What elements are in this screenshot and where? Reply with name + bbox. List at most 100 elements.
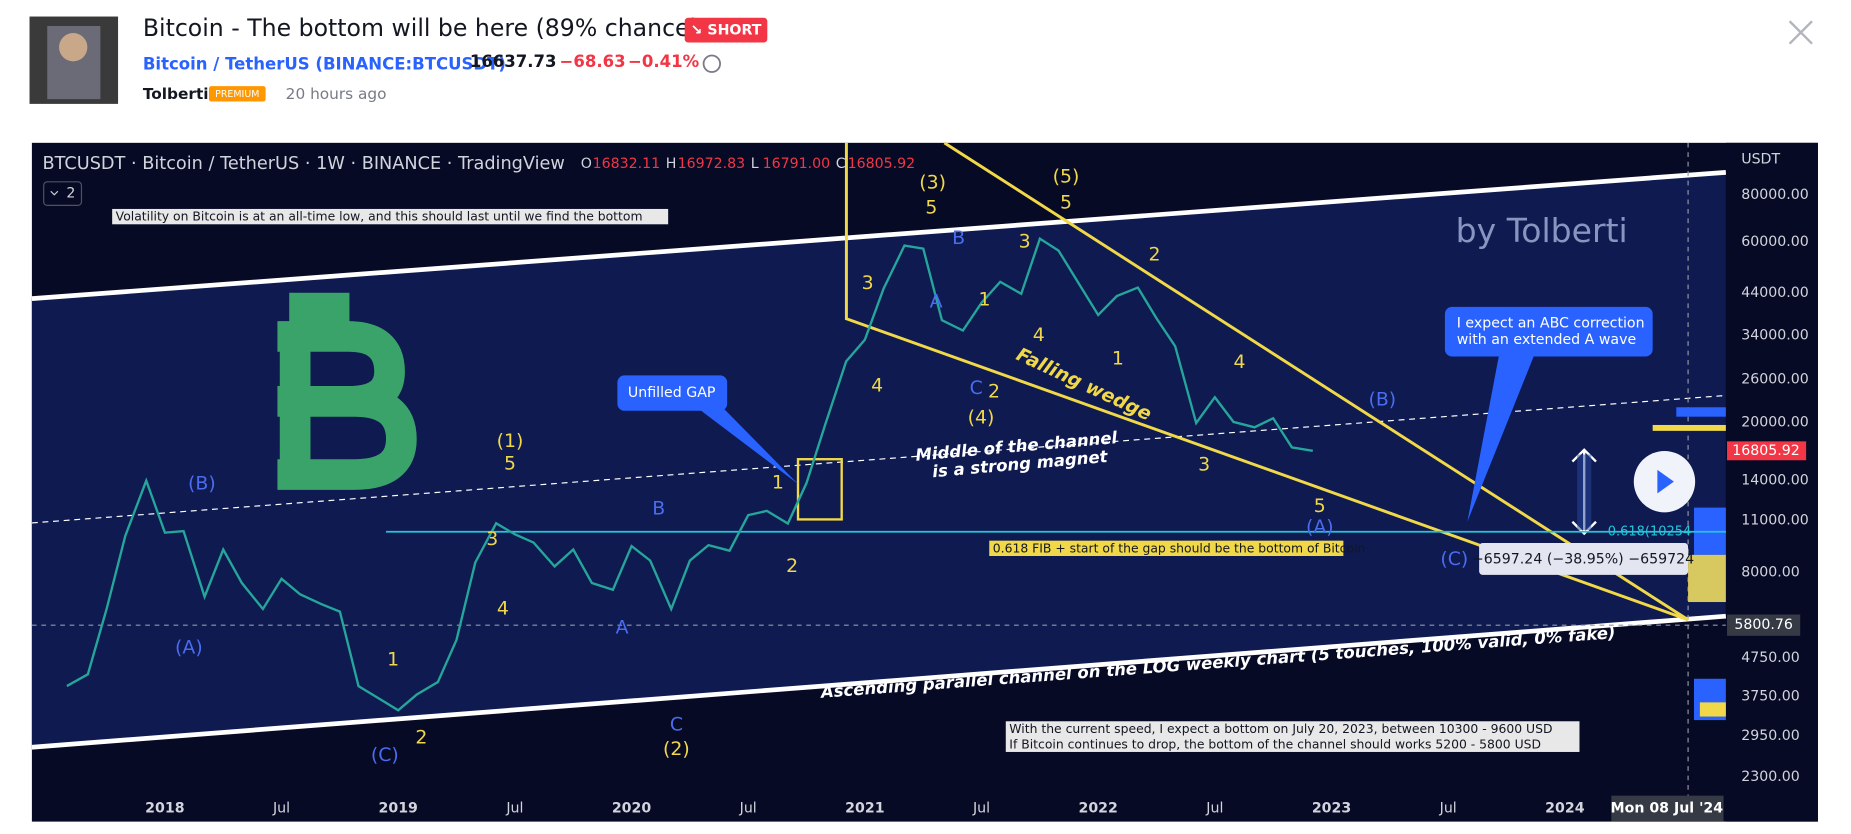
watermark: by Tolberti [1456, 211, 1628, 250]
layers-count: 2 [66, 186, 75, 202]
ohlc-value: 16972.83 [678, 156, 746, 172]
change-pct: −0.41% [628, 52, 700, 71]
volume-profile [1652, 407, 1726, 721]
last-price-bg [1727, 441, 1807, 461]
speed-box [1005, 721, 1580, 752]
vp-bar [1676, 407, 1726, 417]
channel-low-price: 5800.76 [1734, 617, 1793, 633]
wave-label: B [652, 497, 665, 519]
premium-badge: PREMIUM [215, 89, 259, 100]
ohlc-value: 16791.00 [763, 156, 831, 172]
wave-label: 2 [1149, 243, 1161, 265]
y-tick-label: 11000.00 [1741, 512, 1809, 528]
speed-note: With the current speed, I expect a botto… [1009, 721, 1552, 736]
x-tick-label: Jul [272, 801, 290, 817]
chart-title: BTCUSDT · Bitcoin / TetherUS · 1W · BINA… [43, 154, 565, 174]
play-icon [1657, 469, 1674, 494]
fib-box [989, 540, 1344, 556]
wave-label: 1 [387, 648, 399, 670]
x-tick-label: 2022 [1078, 801, 1117, 817]
premium-badge-bg [208, 86, 266, 102]
x-tick-label: 2018 [145, 801, 184, 817]
channel-fill [31, 172, 1726, 748]
idea-title: Bitcoin - The bottom will be here (89% c… [143, 14, 699, 42]
wedge-lower [844, 142, 1689, 622]
currency: USDT [1741, 151, 1780, 167]
wave-label: 5 [925, 196, 937, 218]
ohlc-value: 16805.92 [848, 156, 916, 172]
x-tick-label: 2024 [1545, 801, 1585, 817]
x-tick-label: Jul [505, 801, 523, 817]
wave-label: 2 [988, 380, 1000, 402]
wave-label: 1 [979, 288, 991, 310]
chevron [50, 190, 59, 196]
price-line [66, 236, 1314, 712]
y-tick-label: 60000.00 [1741, 234, 1809, 250]
wave-label: 5 [504, 452, 516, 474]
x-tick-label: 2023 [1312, 801, 1351, 817]
wave-label: (4) [968, 406, 995, 428]
wave-label: 3 [862, 272, 874, 294]
short-badge-bg [684, 17, 768, 43]
fib-note: 0.618 FIB + start of the gap should be t… [993, 540, 1366, 555]
wave-label: 4 [1033, 324, 1045, 346]
x-tick-label: Jul [1205, 801, 1223, 817]
avatar-face [59, 33, 88, 62]
wave-label: 5 [1314, 495, 1326, 517]
vp-bar [1688, 554, 1726, 603]
author[interactable]: Tolberti [143, 85, 209, 103]
speed-note: If Bitcoin continues to drop, the bottom… [1009, 736, 1541, 751]
wave-label: A [930, 291, 943, 313]
ohlc-key: O [581, 156, 592, 172]
ohlc-key: L [751, 156, 759, 172]
wave-label: (B) [1368, 389, 1396, 411]
wave-label: (C) [1440, 548, 1468, 570]
wave-label: (C) [371, 744, 399, 766]
ohlc-key: C [836, 156, 846, 172]
price-axis-bg [1725, 142, 1818, 822]
wave-label: (1) [497, 430, 524, 452]
short-badge: ↘ SHORT [691, 23, 762, 39]
logo-b [277, 321, 417, 490]
x-tick-label: 2019 [379, 801, 418, 817]
wave-label: 3 [1198, 454, 1210, 476]
wave-label: 1 [1112, 347, 1124, 369]
channel-low-bg [1727, 614, 1801, 636]
wave-label: 1 [772, 471, 784, 493]
vp-bar [1699, 702, 1726, 717]
vp-bar [1652, 424, 1726, 431]
channel-top [31, 169, 1727, 302]
y-tick-label: 2950.00 [1741, 728, 1800, 744]
logo-bars [289, 292, 350, 489]
gap-note: Unfilled GAP [628, 385, 716, 401]
abc-note: with an extended A wave [1457, 332, 1636, 348]
close-button[interactable] [1788, 20, 1813, 45]
wave-label: 4 [497, 598, 509, 620]
wave-label: 3 [1019, 230, 1031, 252]
wave-label: 2 [415, 726, 427, 748]
wave-label: (B) [188, 472, 216, 494]
ohlc-key: H [666, 156, 677, 172]
layers-toggle[interactable] [43, 181, 83, 206]
wave-label: 3 [486, 528, 498, 550]
y-tick-label: 34000.00 [1741, 327, 1809, 343]
volatility-box [112, 208, 669, 225]
bitcoin-logo [277, 292, 417, 490]
symbol-link[interactable]: Bitcoin / TetherUS (BINANCE:BTCUSDT) [143, 54, 506, 73]
wave-label: C [970, 377, 983, 399]
x-tick-label: 2020 [612, 801, 652, 817]
abc-note: I expect an ABC correction [1457, 315, 1645, 331]
alert-icon[interactable] [702, 54, 721, 73]
wave-label: (A) [175, 637, 203, 659]
wedge-upper [943, 141, 1689, 621]
y-tick-label: 8000.00 [1741, 564, 1800, 580]
channel-bottom [31, 613, 1727, 750]
abc-callout-tail [1467, 354, 1535, 522]
wave-label: (5) [1053, 166, 1080, 188]
crosshair-label: Mon 08 Jul '24 [1611, 801, 1724, 817]
wave-label: 2 [786, 555, 798, 577]
wave-label: 4 [1233, 351, 1245, 373]
y-tick-label: 2300.00 [1741, 769, 1800, 785]
